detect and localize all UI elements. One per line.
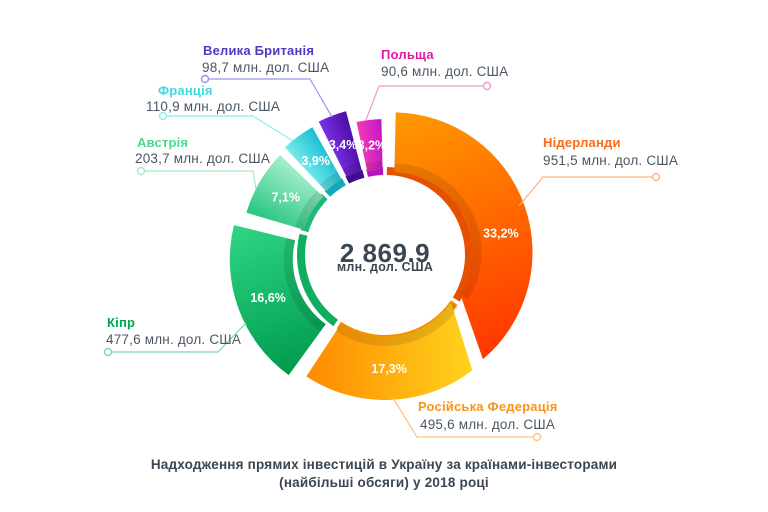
pct-label-3: 7,1% (271, 190, 300, 204)
donut-rim-4 (324, 178, 346, 197)
label-austria-name: Австрія (137, 135, 189, 150)
chart-title: Надходження прямих інвестицій в Україну … (0, 456, 768, 492)
donut-slice-5 (318, 111, 362, 177)
pct-label-2: 16,6% (250, 291, 285, 305)
donut-rim-2 (297, 233, 338, 327)
donut-slice-0 (394, 112, 533, 360)
donut-rim-5 (345, 169, 365, 184)
donut-slice-6 (356, 119, 383, 172)
donut-rim-3 (300, 193, 328, 233)
donut-slice-4 (284, 127, 342, 192)
label-netherlands-value: 951,5 млн. дол. США (543, 153, 679, 168)
leader-line-4 (167, 115, 294, 142)
label-poland-name: Польща (381, 47, 434, 62)
pct-label-5: 3,4% (329, 138, 358, 152)
label-uk-name: Велика Британія (203, 43, 315, 58)
leader-dot-3 (136, 166, 146, 176)
leader-dot-0 (651, 172, 661, 182)
center-total-value: 2 869.9 (339, 238, 431, 268)
leader-dot-1 (532, 432, 542, 442)
leader-dot-2 (103, 347, 113, 357)
donut-inner-shade-3 (295, 190, 324, 230)
donut-inner-shade-1 (336, 302, 459, 346)
donut-inner-shade-6 (365, 161, 383, 172)
donut-slice-1 (306, 302, 473, 400)
leader-line-6 (365, 85, 483, 121)
pct-label-6: 3,2% (358, 139, 387, 153)
chart-title-line1: Надходження прямих інвестицій в Україну … (150, 457, 618, 472)
label-france-value: 110,9 млн. дол. США (146, 99, 281, 114)
leader-line-5 (209, 78, 333, 118)
leader-line-3 (145, 170, 257, 190)
label-poland-value: 90,6 млн. дол. США (381, 64, 509, 79)
leader-line-2 (112, 322, 247, 353)
leader-dot-5 (200, 74, 210, 84)
label-russia-name: Російська Федерація (418, 399, 558, 414)
donut-inner-shade-5 (342, 162, 362, 177)
label-austria-value: 203,7 млн. дол. США (135, 151, 271, 166)
donut-slice-2 (229, 225, 326, 376)
label-uk-value: 98,7 млн. дол. США (202, 60, 330, 75)
donut-inner-shade-4 (319, 171, 342, 192)
label-france-name: Франція (158, 83, 213, 98)
pct-label-1: 17,3% (371, 362, 406, 376)
pct-label-4: 3,9% (301, 154, 330, 168)
leader-line-1 (392, 397, 533, 438)
leader-dot-4 (158, 111, 168, 121)
label-cyprus-name: Кіпр (107, 315, 136, 330)
pct-label-0: 33,2% (483, 227, 518, 241)
donut-slice-3 (246, 155, 324, 230)
donut-inner-shade-0 (394, 163, 482, 300)
label-russia-value: 495,6 млн. дол. США (420, 417, 556, 432)
center-total-unit: млн. дол. США (336, 260, 434, 274)
chart-title-line2: (найбільші обсяги) у 2018 році (279, 475, 489, 491)
label-netherlands-name: Нідерланди (543, 135, 621, 150)
donut-inner-shade-2 (283, 238, 326, 332)
label-cyprus-value: 477,6 млн. дол. США (106, 332, 242, 347)
donut-rim-0 (386, 167, 474, 302)
leader-dot-6 (482, 81, 492, 91)
leader-line-0 (518, 176, 652, 207)
